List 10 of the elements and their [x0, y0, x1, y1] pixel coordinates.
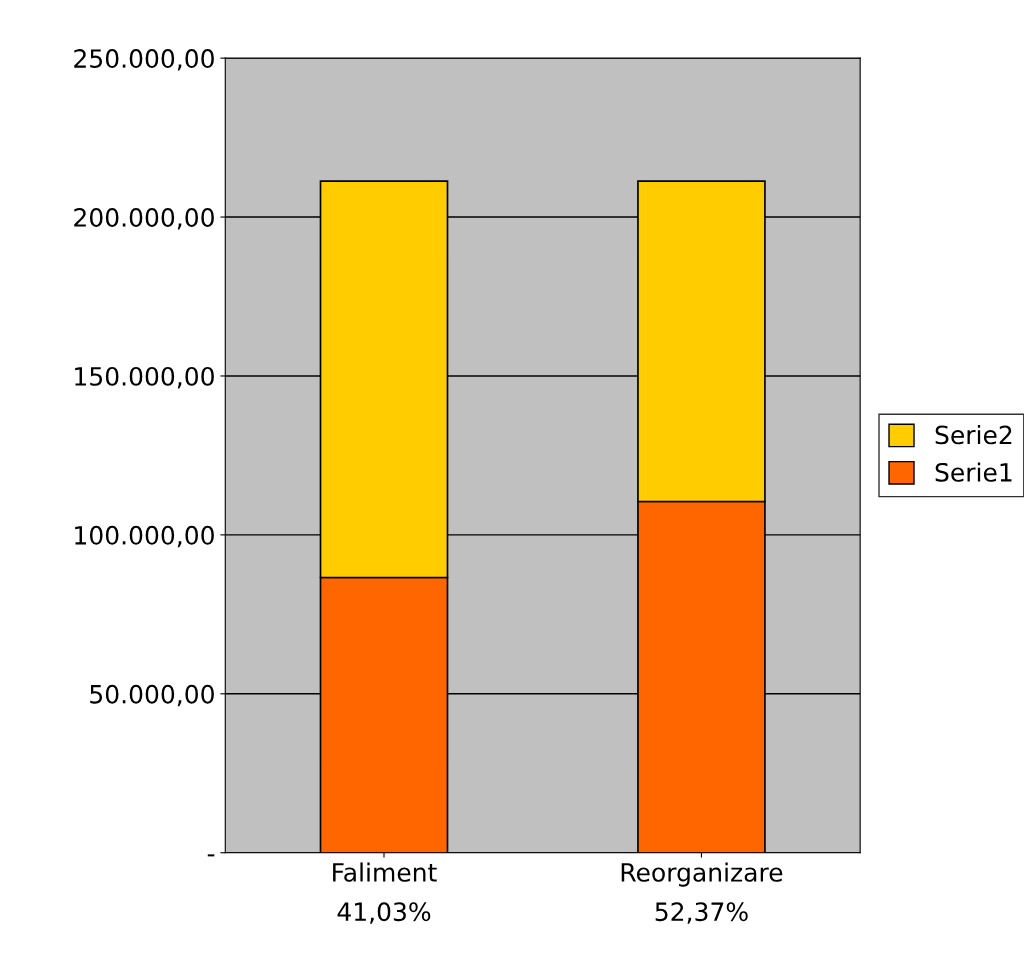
y-tick-label: 50.000,00 [90, 684, 214, 707]
legend-label: Serie1 [935, 462, 1012, 482]
y-tick-label: 100.000,00 [75, 525, 214, 548]
legend-label: Serie2 [935, 424, 1012, 445]
y-tick-label: - [207, 854, 215, 857]
y-tick-label: 150.000,00 [75, 366, 214, 389]
y-tick-label: 200.000,00 [74, 208, 214, 230]
x-tick-label: Faliment 41,03% [333, 862, 437, 924]
x-tick-label: Reorganizare 52,37% [621, 862, 783, 924]
y-tick-label: 250.000,00 [74, 49, 214, 71]
